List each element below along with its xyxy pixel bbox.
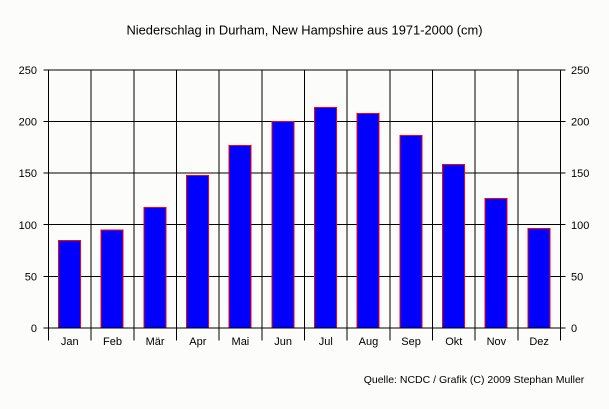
- svg-text:200: 200: [571, 117, 589, 129]
- svg-text:Mai: Mai: [232, 336, 250, 348]
- svg-text:0: 0: [571, 323, 577, 335]
- svg-text:Sep: Sep: [401, 336, 421, 348]
- svg-text:Okt: Okt: [445, 336, 462, 348]
- svg-text:100: 100: [571, 220, 589, 232]
- svg-text:Jul: Jul: [319, 336, 333, 348]
- svg-text:Dez: Dez: [529, 336, 549, 348]
- svg-text:0: 0: [31, 323, 37, 335]
- svg-text:100: 100: [19, 220, 37, 232]
- svg-text:250: 250: [19, 65, 37, 77]
- svg-text:200: 200: [19, 117, 37, 129]
- svg-text:Nov: Nov: [487, 336, 507, 348]
- svg-text:150: 150: [19, 168, 37, 180]
- svg-text:Mär: Mär: [146, 336, 165, 348]
- svg-text:Feb: Feb: [103, 336, 122, 348]
- svg-text:Jan: Jan: [61, 336, 79, 348]
- svg-text:Apr: Apr: [189, 336, 206, 348]
- svg-text:Jun: Jun: [274, 336, 292, 348]
- svg-text:150: 150: [571, 168, 589, 180]
- svg-text:Aug: Aug: [359, 336, 379, 348]
- svg-text:250: 250: [571, 65, 589, 77]
- svg-text:Niederschlag in Durham, New Ha: Niederschlag in Durham, New Hampshire au…: [126, 22, 482, 37]
- svg-text:50: 50: [571, 272, 583, 284]
- svg-text:50: 50: [25, 272, 37, 284]
- svg-text:Quelle: NCDC / Grafik (C) 2009: Quelle: NCDC / Grafik (C) 2009 Stephan M…: [364, 374, 585, 386]
